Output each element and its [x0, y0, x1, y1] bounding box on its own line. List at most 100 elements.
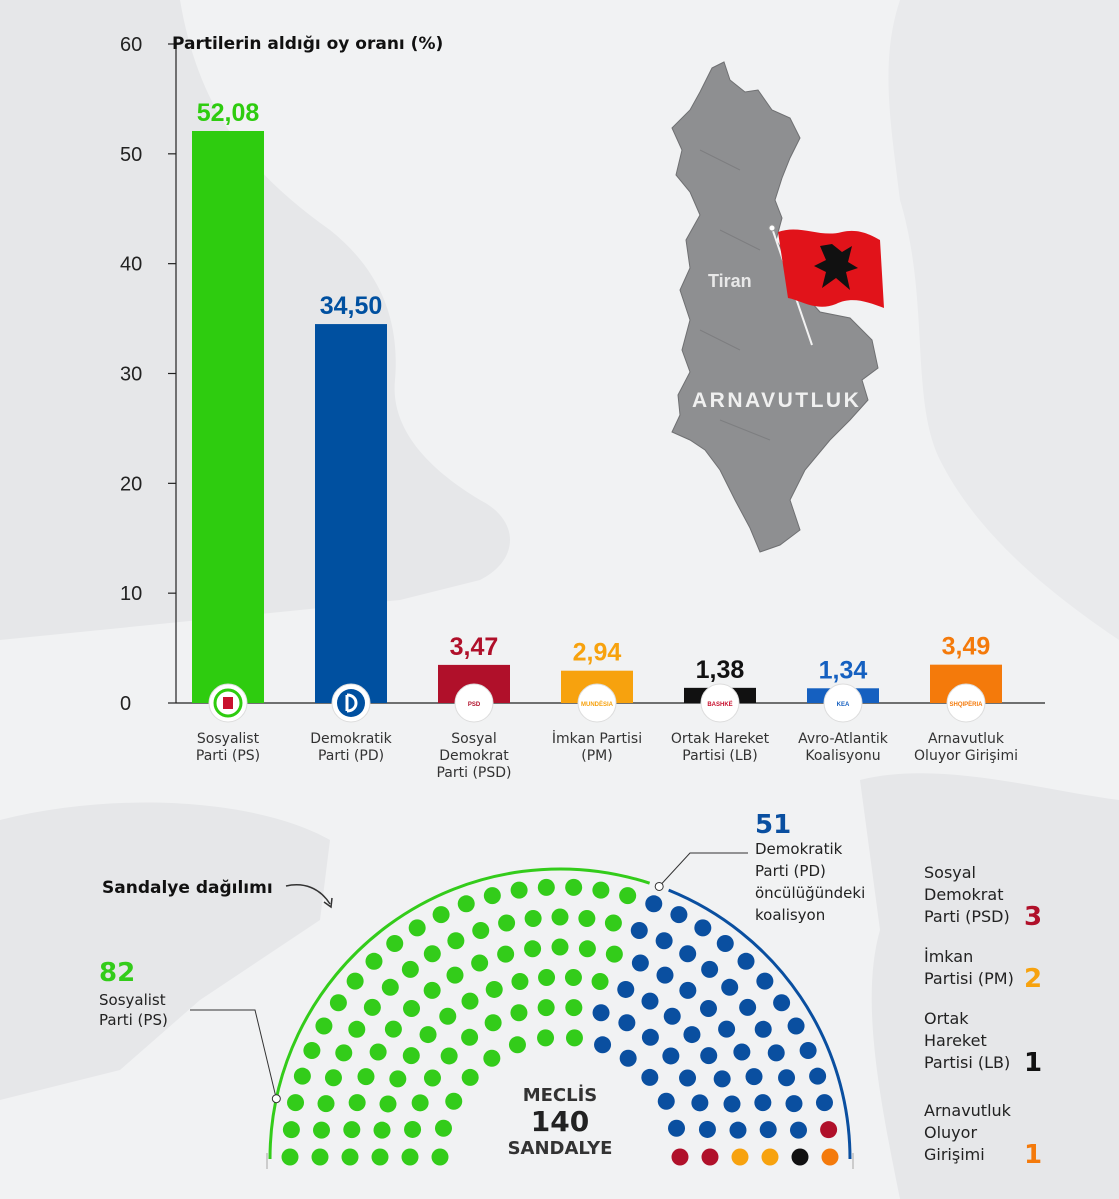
seat-dot [348, 1020, 366, 1038]
bar-category-label: Avro-Atlantik Koalisyonu [798, 731, 888, 764]
seat-dot [434, 1119, 452, 1137]
seat-dot [641, 1028, 659, 1046]
ps-seat-label: Sosyalist Parti (PS) [99, 991, 168, 1029]
seat-dot [701, 1148, 719, 1166]
other-party-count: 1 [1024, 1048, 1043, 1078]
seat-dot [335, 1044, 353, 1062]
seat-dot [381, 978, 399, 996]
pd-logo-letter [345, 693, 358, 713]
y-tick-label: 10 [120, 583, 142, 605]
seat-dot [731, 1148, 749, 1166]
seat-dot [791, 1148, 809, 1166]
bar-category-label: Arnavutluk Oluyor Girişimi [914, 731, 1018, 764]
seat-dot [498, 914, 516, 932]
seat-dot [668, 1119, 686, 1137]
bar-value-label: 3,49 [942, 633, 991, 661]
seat-dot [423, 1069, 441, 1087]
seat-dot [820, 1121, 838, 1139]
bar-category-label: Ortak Hareket Partisi (LB) [670, 731, 770, 764]
seat-dot [497, 945, 515, 963]
seat-dot [785, 1095, 803, 1113]
seat-dot [721, 978, 739, 996]
seat-dot [737, 952, 755, 970]
party-logo-icon [577, 683, 617, 723]
seat-dot [773, 994, 791, 1012]
seat-dot [408, 919, 426, 937]
seat-dot [461, 992, 479, 1010]
seat-dot [537, 999, 555, 1017]
seat-dot [423, 945, 441, 963]
seat-dot [670, 906, 688, 924]
seat-dot [683, 1026, 701, 1044]
seat-dot [341, 1148, 359, 1166]
seat-dot [317, 1095, 335, 1113]
seat-dot [423, 981, 441, 999]
seat-dot [679, 945, 697, 963]
country-label: ARNAVUTLUK [692, 389, 861, 412]
seat-dot [329, 994, 347, 1012]
seat-dot [679, 1069, 697, 1087]
seat-dot [745, 1068, 763, 1086]
seat-dot [411, 1094, 429, 1112]
party-logo-icon [946, 683, 986, 723]
seat-dot [402, 1047, 420, 1065]
pd-seat-count: 51 [755, 810, 792, 840]
seat-dot [432, 906, 450, 924]
y-axis: 0 10 20 30 40 50 60 [120, 34, 1045, 715]
arrow-icon [285, 884, 333, 909]
seat-dot [641, 992, 659, 1010]
bar-category-label: Sosyal Demokrat Parti (PSD) [436, 731, 512, 781]
other-party-label: İmkan Partisi (PM) [924, 947, 1014, 988]
seat-dot [369, 1043, 387, 1061]
seat-dot [457, 895, 475, 913]
party-logo-text: KEA [837, 702, 850, 708]
seat-dot [691, 1094, 709, 1112]
seat-dot [605, 945, 623, 963]
seat-dot [592, 881, 610, 899]
party-logo-icon [823, 683, 863, 723]
seat-dot [315, 1017, 333, 1035]
bars: 52,08 34,50 3,47 PSD 2,94 MUNDËSIA 1,38 BASHKË 1… [192, 99, 1002, 723]
seat-dot [373, 1121, 391, 1139]
seat-dot [619, 1049, 637, 1067]
bar-value-label: 52,08 [197, 99, 260, 127]
seat-dot [303, 1042, 321, 1060]
seat-dot [671, 1148, 689, 1166]
bar-category-label: Sosyalist Parti (PS) [195, 731, 261, 764]
bar [192, 130, 264, 703]
seat-dot [565, 878, 583, 896]
seat-dot [729, 1121, 747, 1139]
seat-dot [363, 998, 381, 1016]
seat-dot [733, 1043, 751, 1061]
other-party-label: Sosyal Demokrat Parti (PSD) [924, 863, 1010, 926]
seat-dot [446, 966, 464, 984]
seat-dot [809, 1067, 827, 1085]
party-logo-icon [700, 683, 740, 723]
ps-logo-mark [223, 697, 233, 709]
seat-dot [401, 1148, 419, 1166]
seat-dot [656, 966, 674, 984]
bar-value-label: 2,94 [573, 639, 622, 667]
seat-dot [591, 973, 609, 991]
seat-dot [699, 1000, 717, 1018]
seat-dot [384, 1020, 402, 1038]
seat-dot [484, 1014, 502, 1032]
other-party-count: 1 [1024, 1140, 1043, 1170]
seat-dot [594, 1036, 612, 1054]
seat-dot [346, 972, 364, 990]
seat-dot [281, 1148, 299, 1166]
party-logo-text: BASHKË [707, 701, 732, 708]
seat-dot [787, 1017, 805, 1035]
other-party-count: 3 [1024, 902, 1043, 932]
seat-dot [447, 932, 465, 950]
seat-dot [657, 1092, 675, 1110]
seat-dot [311, 1148, 329, 1166]
seat-dot [419, 1026, 437, 1044]
seat-dot [767, 1044, 785, 1062]
seat-dot [759, 1121, 777, 1139]
seat-dot [461, 1068, 479, 1086]
party-logo-text: SHQIPËRIA [949, 701, 983, 708]
total-seats: MECLİS 140 SANDALYE [507, 1085, 613, 1159]
y-tick-label: 60 [120, 34, 142, 56]
seat-dot [631, 954, 649, 972]
